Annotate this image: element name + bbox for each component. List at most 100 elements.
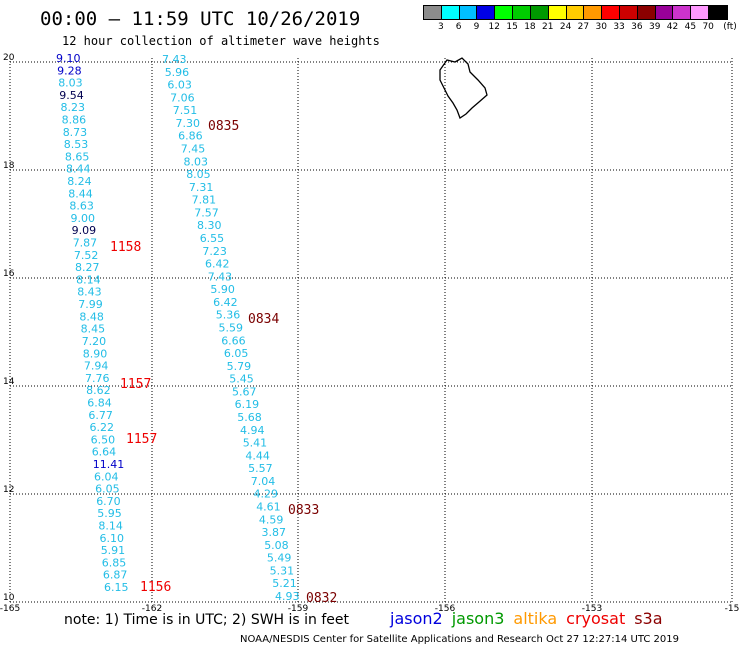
wave-height-value: 7.04 [251, 475, 275, 488]
legend-swatch [584, 6, 603, 19]
wave-height-value: 5.91 [101, 544, 126, 557]
x-tick-label: -162 [142, 604, 162, 612]
wave-height-value: 8.44 [68, 187, 93, 200]
legend-swatch [441, 6, 460, 19]
wave-height-value: 5.36 [216, 309, 241, 322]
time-label: 1157 [120, 377, 151, 392]
wave-height-value: 6.64 [92, 446, 117, 459]
wave-height-value: 9.28 [57, 64, 82, 77]
satellite-legend: jason2 jason3 altika cryosat s3a [390, 609, 672, 628]
wave-height-value: 7.81 [192, 194, 217, 207]
legend-label: 42 [666, 22, 679, 32]
wave-height-value: 8.27 [75, 261, 100, 274]
wave-height-value: 5.95 [97, 507, 122, 520]
wave-height-value: 8.48 [79, 310, 104, 323]
wave-height-value: 5.67 [232, 385, 257, 398]
satellite-name-cryosat: cryosat [566, 609, 626, 628]
time-label: 1157 [126, 432, 157, 447]
wave-height-value: 8.90 [83, 347, 108, 360]
footer-note: note: 1) Time is in UTC; 2) SWH is in fe… [64, 612, 350, 628]
wave-height-value: 5.08 [264, 539, 289, 552]
wave-height-value: 6.22 [90, 421, 115, 434]
wave-height-value: 6.84 [87, 397, 112, 410]
wave-height-value: 4.29 [254, 488, 279, 501]
legend-swatch [530, 6, 549, 19]
wave-height-value: 7.94 [84, 360, 109, 373]
axis-tick-labels: -165 -162 -159 -156 -153 -15 20 18 16 14 12 10 [0, 53, 739, 612]
wave-height-value: 8.86 [62, 114, 87, 127]
legend-swatch [566, 6, 585, 19]
legend-swatch-bar [423, 5, 728, 20]
wave-height-value: 6.15 [104, 581, 129, 594]
wave-height-value: 4.44 [245, 449, 270, 462]
wave-height-value: 7.99 [78, 298, 103, 311]
wave-height-value: 8.62 [86, 384, 111, 397]
wave-height-value: 4.59 [259, 513, 284, 526]
legend-swatch [513, 6, 531, 19]
legend-swatch [424, 6, 442, 19]
legend-swatch [709, 6, 727, 19]
legend-label: 24 [559, 22, 572, 32]
wave-height-value: 9.54 [59, 89, 84, 102]
wave-height-value: 7.06 [170, 91, 195, 104]
wave-height-value: 8.65 [65, 150, 90, 163]
satellite-name-altika: altika [513, 609, 558, 628]
wave-height-value: 8.03 [184, 155, 209, 168]
wave-height-value: 5.68 [237, 411, 261, 424]
wave-height-tracks: 9.109.288.039.548.238.868.738.538.658.44… [56, 52, 300, 603]
wave-height-value: 6.86 [178, 130, 203, 143]
wave-height-value: 5.45 [229, 373, 254, 386]
time-label: 1158 [110, 240, 141, 255]
wave-height-value: 8.44 [66, 163, 91, 176]
wave-height-value: 6.55 [200, 232, 225, 245]
wave-height-value: 7.51 [173, 104, 198, 117]
wave-height-value: 7.23 [202, 245, 227, 258]
wave-height-value: 5.79 [227, 360, 252, 373]
wave-height-value: 3.87 [262, 526, 287, 539]
wave-height-value: 8.53 [64, 138, 89, 151]
legend-label: 45 [684, 22, 697, 32]
y-tick-label: 14 [3, 377, 15, 387]
legend-label: 3 [437, 22, 444, 32]
wave-height-value: 8.63 [69, 200, 94, 213]
legend-label: 12 [488, 22, 501, 32]
wave-height-value: 4.61 [256, 501, 281, 514]
legend-swatch [602, 6, 620, 19]
time-label: 0834 [248, 312, 279, 327]
wave-height-value: 5.21 [272, 577, 297, 590]
wave-height-value: 4.94 [240, 424, 265, 437]
legend-swatch [459, 6, 478, 19]
page-title: 00:00 – 11:59 UTC 10/26/2019 [40, 8, 361, 30]
wave-height-value: 6.42 [205, 258, 230, 271]
island-outline-path [439, 57, 488, 119]
legend-swatch [655, 6, 674, 19]
y-tick-label: 10 [3, 593, 15, 603]
wave-height-value: 6.50 [91, 433, 116, 446]
wave-height-value: 8.14 [76, 273, 101, 286]
legend-labels: 3 6 9 12 15 18 21 24 27 30 33 36 39 42 45 70 (ft) [423, 20, 738, 34]
time-labels: 1158 1157 1157 1156 0835 0834 0833 0832 [110, 119, 337, 606]
wave-height-value: 8.14 [98, 520, 123, 533]
wave-height-value: 8.43 [77, 286, 102, 299]
wave-height-value: 6.05 [224, 347, 249, 360]
legend-label: 21 [542, 22, 554, 32]
wave-height-value: 6.77 [88, 409, 113, 422]
wave-height-value: 6.70 [96, 495, 121, 508]
wave-height-value: 8.45 [81, 323, 106, 336]
wave-height-value: 8.03 [58, 77, 82, 90]
x-tick-label: -15 [725, 604, 740, 612]
legend-swatch [637, 6, 656, 19]
wave-height-value: 6.10 [100, 532, 125, 545]
legend-label: 15 [506, 22, 518, 32]
map-plot: -165 -162 -159 -156 -153 -15 20 18 16 14 12 10 9.10… [0, 52, 739, 612]
wave-height-value: 6.87 [103, 569, 128, 582]
time-label: 0832 [306, 591, 337, 606]
x-tick-label: -159 [288, 604, 309, 612]
wave-height-value: 9.00 [71, 212, 96, 225]
legend-label: 39 [648, 22, 661, 32]
legend-label: 18 [524, 22, 536, 32]
legend-label: 70 [702, 22, 714, 32]
legend-swatch [691, 6, 709, 19]
time-label: 0835 [208, 119, 239, 134]
